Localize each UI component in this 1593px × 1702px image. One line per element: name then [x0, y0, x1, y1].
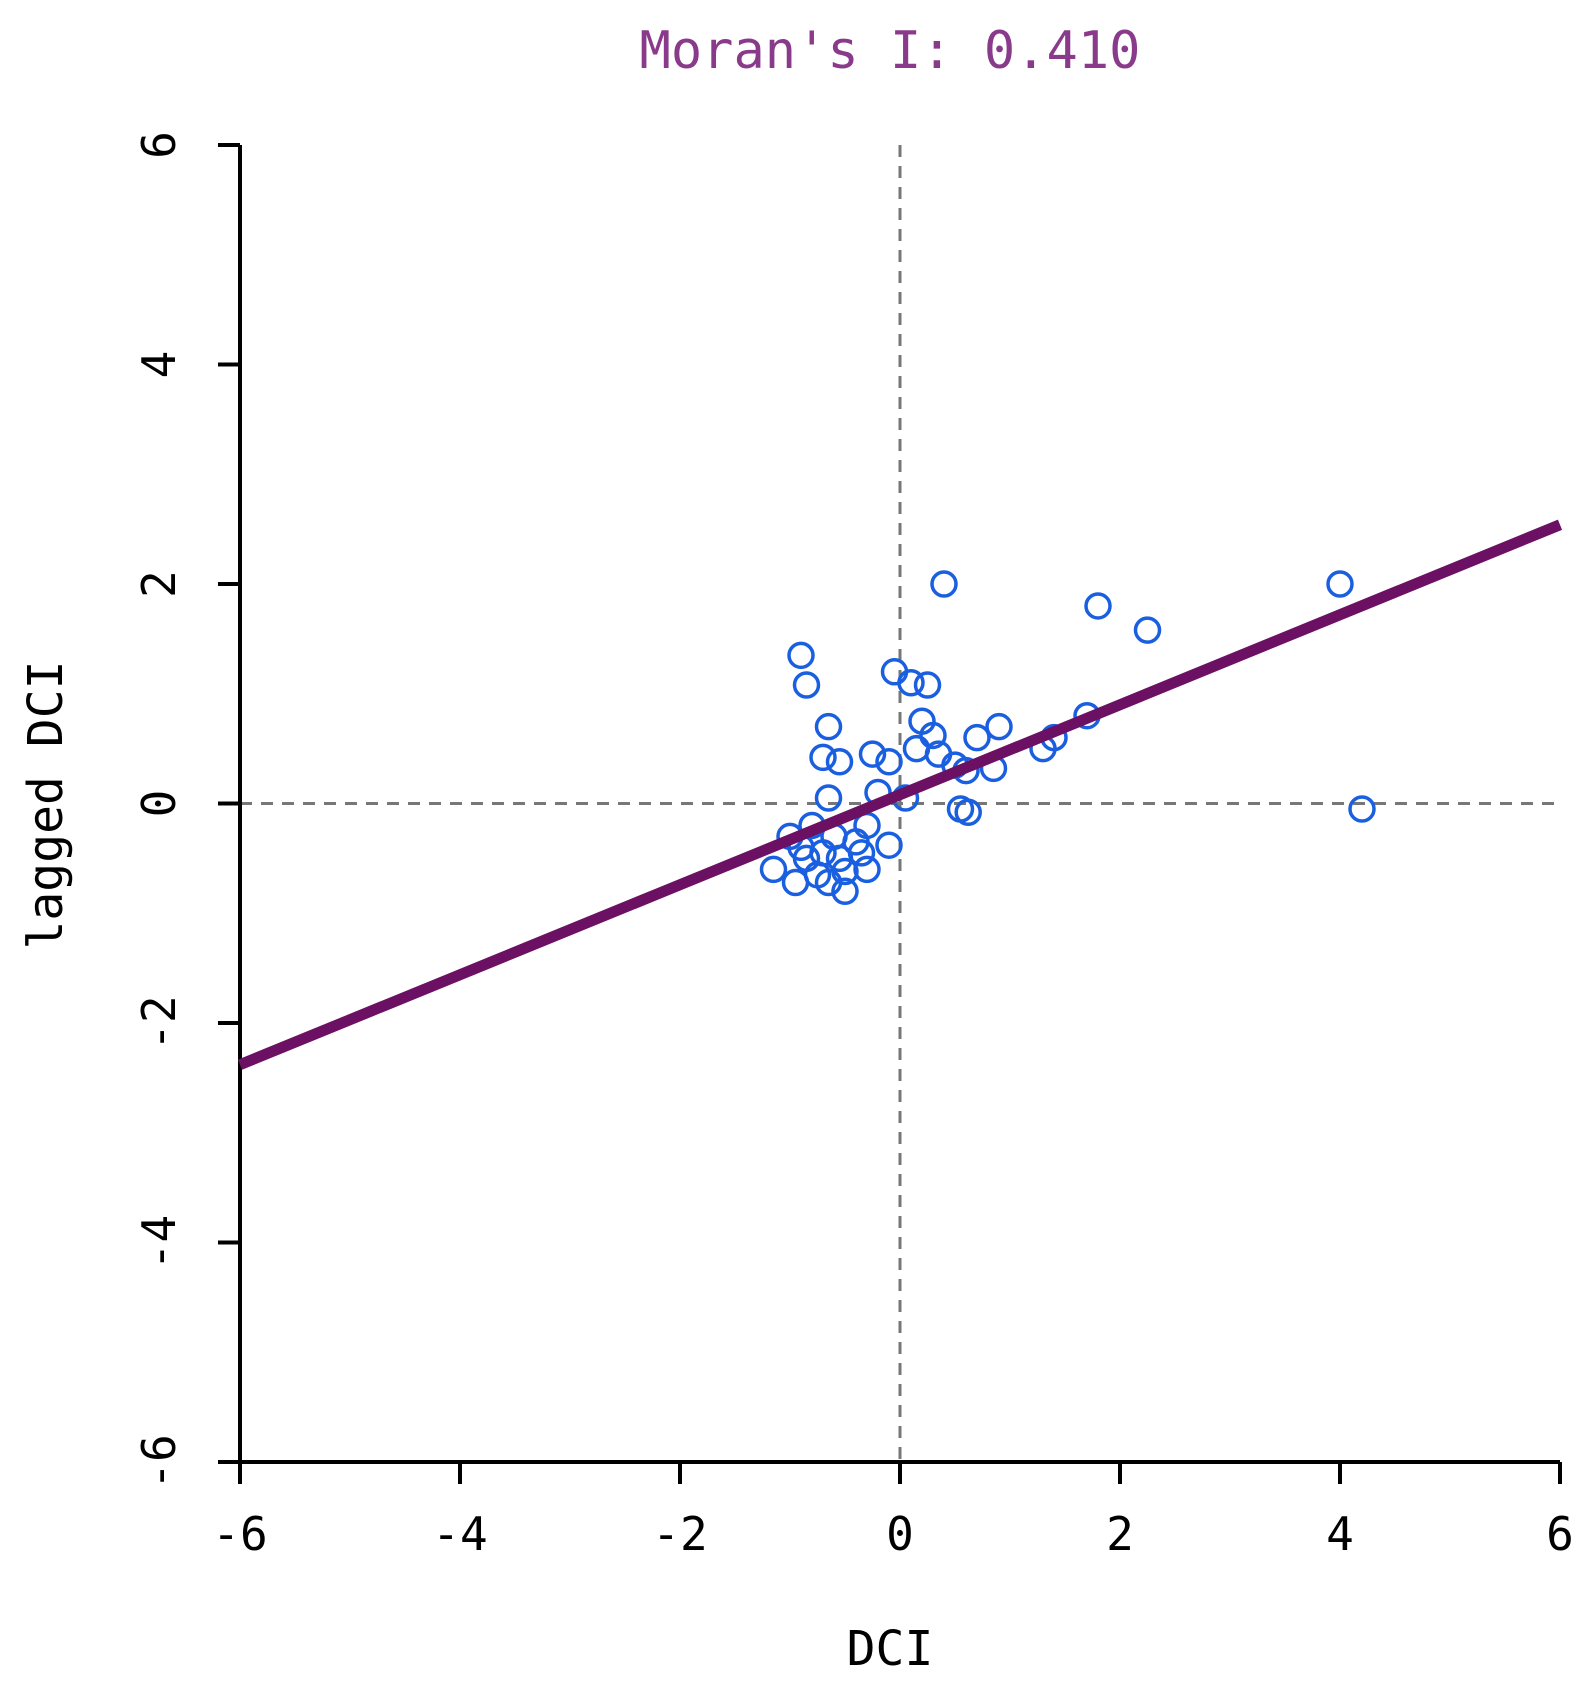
y-tick-label: 6	[132, 131, 186, 159]
data-point	[875, 831, 903, 859]
data-point	[814, 784, 843, 812]
axes: -6 -4 -2 0 2 4 6 -6 -4 -2 0 2 4 6	[132, 131, 1574, 1561]
data-point	[875, 748, 903, 776]
chart-title: Moran's I: 0.410	[640, 21, 1141, 81]
x-tick-label: -2	[652, 1507, 707, 1561]
data-point	[1084, 592, 1112, 620]
data-point	[985, 712, 1013, 741]
data-point	[787, 641, 815, 670]
data-point	[781, 868, 810, 897]
x-tick-label: 0	[886, 1507, 914, 1561]
y-tick-label: 4	[132, 351, 186, 379]
data-point	[814, 712, 843, 741]
data-point	[853, 855, 881, 884]
data-point	[831, 877, 859, 906]
data-point	[759, 855, 788, 884]
data-point	[963, 723, 991, 752]
x-tick-label: 6	[1546, 1507, 1574, 1561]
y-axis-label: lagged DCI	[18, 661, 74, 950]
data-point	[1133, 616, 1162, 644]
data-point	[858, 740, 887, 768]
data-point	[809, 743, 837, 772]
regression-line-group	[237, 519, 1563, 1070]
data-point	[919, 721, 947, 750]
y-tick-label: 0	[132, 790, 186, 818]
data-point	[1326, 570, 1354, 598]
data-point	[847, 839, 876, 867]
data-point	[897, 669, 925, 697]
data-point	[1348, 795, 1376, 823]
x-tick-label: 4	[1326, 1507, 1354, 1561]
y-tick-label: -2	[132, 995, 186, 1050]
y-tick-label: -6	[132, 1434, 186, 1489]
data-point	[792, 671, 821, 699]
x-tick-label: -6	[212, 1507, 267, 1561]
y-tick-label: -4	[132, 1215, 186, 1270]
data-point	[902, 734, 931, 763]
data-point	[954, 798, 982, 827]
data-point	[814, 868, 843, 897]
data-point	[930, 570, 958, 598]
x-tick-label: -4	[432, 1507, 487, 1561]
data-points	[759, 570, 1376, 906]
data-point	[825, 748, 854, 776]
x-tick-label: 2	[1106, 1507, 1134, 1561]
reference-lines	[240, 145, 1560, 1462]
x-axis-label: DCI	[847, 1621, 934, 1677]
regression-line	[237, 519, 1563, 1070]
data-point	[913, 671, 942, 699]
y-tick-label: 2	[132, 570, 186, 598]
